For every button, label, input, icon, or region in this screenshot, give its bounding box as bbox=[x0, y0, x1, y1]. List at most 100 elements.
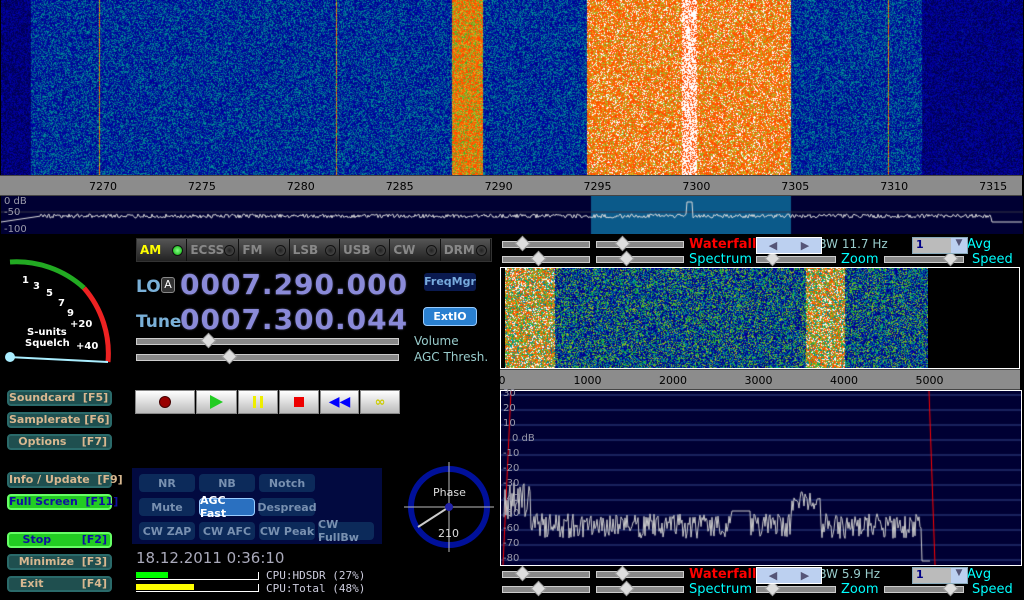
chevron-right-icon[interactable]: ▶ bbox=[800, 569, 810, 582]
mode-button-ecss[interactable]: ECSS bbox=[187, 239, 240, 261]
play-button[interactable] bbox=[196, 390, 237, 414]
stop-button[interactable] bbox=[279, 390, 319, 414]
audio-waterfall[interactable] bbox=[505, 268, 928, 368]
waterfall-level-slider[interactable] bbox=[502, 565, 590, 582]
mode-button-drm[interactable]: DRM bbox=[441, 239, 492, 261]
speed-slider[interactable] bbox=[884, 580, 964, 597]
side-button-0[interactable]: Soundcard [F5] bbox=[7, 390, 112, 406]
s-meter bbox=[5, 259, 111, 363]
mode-label: CW bbox=[393, 243, 416, 257]
spectrum-range-slider[interactable] bbox=[596, 580, 684, 597]
waterfall-label: Waterfall bbox=[689, 237, 757, 252]
spectrum-level-slider[interactable] bbox=[502, 250, 590, 267]
zoom-slider[interactable] bbox=[756, 250, 836, 267]
avg-select-value: 1 bbox=[916, 238, 924, 251]
audio-db-label: -30 bbox=[503, 478, 520, 489]
side-button-5[interactable]: Stop [F2] bbox=[7, 532, 112, 548]
rewind-button[interactable]: ◀◀ bbox=[320, 390, 359, 414]
smeter-label: 5 bbox=[46, 288, 53, 299]
main-frequency-scale[interactable]: 7270 7275 7280 7285 7290 7295 7300 7305 7310 7315 bbox=[0, 175, 1022, 196]
side-button-3[interactable]: Info / Update [F9] bbox=[7, 472, 123, 488]
volume-slider[interactable] bbox=[136, 332, 399, 349]
lo-lock-badge[interactable]: A bbox=[161, 277, 175, 293]
frequency-tick: 7300 bbox=[682, 180, 711, 193]
chevron-down-icon: ▼ bbox=[951, 238, 967, 253]
mode-label: FM bbox=[242, 243, 263, 257]
main-db-100: -100 bbox=[4, 224, 27, 235]
dsp-button-nb[interactable]: NB bbox=[199, 474, 255, 492]
spectrum-level-slider[interactable] bbox=[502, 580, 590, 597]
waterfall-level-slider[interactable] bbox=[502, 235, 590, 252]
side-button-4[interactable]: Full Screen [F11] bbox=[7, 494, 119, 510]
audio-frequency-scale[interactable]: 0 1000 2000 3000 4000 5000 bbox=[499, 369, 1020, 390]
dsp-button-cw-peak[interactable]: CW Peak bbox=[259, 522, 315, 540]
rbw-stepper[interactable]: ◀ ▶ bbox=[756, 237, 822, 254]
chevron-left-icon[interactable]: ◀ bbox=[768, 239, 778, 252]
spectrum-range-slider[interactable] bbox=[596, 250, 684, 267]
dsp-button-notch[interactable]: Notch bbox=[259, 474, 315, 492]
audio-spectrum[interactable] bbox=[500, 390, 1022, 566]
dsp-button-cw-fullbw[interactable]: CW FullBw bbox=[318, 518, 374, 544]
rbw-stepper[interactable]: ◀ ▶ bbox=[756, 567, 822, 584]
main-waterfall[interactable] bbox=[1, 0, 1023, 175]
zoom-label: Zoom bbox=[841, 252, 879, 267]
tune-frequency-display[interactable]: 0007.300.044 bbox=[180, 303, 409, 336]
mode-label: USB bbox=[343, 243, 371, 257]
avg-select-value: 1 bbox=[916, 568, 924, 581]
mode-button-usb[interactable]: USB bbox=[340, 239, 391, 261]
lo-frequency-display[interactable]: 0007.290.000 bbox=[180, 268, 409, 301]
audio-db-label: -50 bbox=[503, 508, 520, 519]
chevron-right-icon[interactable]: ▶ bbox=[800, 239, 810, 252]
audio-db-label: -20 bbox=[503, 463, 520, 474]
avg-label: Avg bbox=[967, 237, 992, 252]
side-button-6[interactable]: Minimize [F3] bbox=[7, 554, 112, 570]
dsp-button-mute[interactable]: Mute bbox=[139, 498, 195, 516]
audio-frequency-tick: 5000 bbox=[915, 374, 944, 387]
speed-slider[interactable] bbox=[884, 250, 964, 267]
avg-select[interactable]: 1 ▼ bbox=[912, 237, 968, 254]
chevron-left-icon[interactable]: ◀ bbox=[768, 569, 778, 582]
side-button-7[interactable]: Exit [F4] bbox=[7, 576, 112, 592]
audio-db-label: -40 bbox=[503, 493, 520, 504]
main-db-0: 0 dB bbox=[4, 196, 27, 207]
smeter-squelch-label: Squelch bbox=[25, 338, 70, 349]
record-button[interactable] bbox=[135, 390, 195, 414]
dsp-button-cw-zap[interactable]: CW ZAP bbox=[139, 522, 195, 540]
audio-db-label: 30 bbox=[503, 388, 516, 399]
lo-label: LO bbox=[136, 277, 161, 297]
smeter-s-units-label: S-units bbox=[27, 327, 67, 338]
avg-select[interactable]: 1 ▼ bbox=[912, 567, 968, 584]
loop-button[interactable]: ∞ bbox=[360, 390, 400, 414]
stop-icon bbox=[294, 397, 304, 407]
mode-led-icon bbox=[476, 244, 488, 256]
mode-button-fm[interactable]: FM bbox=[239, 239, 290, 261]
dsp-button-nr[interactable]: NR bbox=[139, 474, 195, 492]
cpu-total-bar bbox=[136, 584, 259, 592]
extio-button[interactable]: ExtIO bbox=[423, 307, 477, 326]
zoom-slider[interactable] bbox=[756, 580, 836, 597]
main-spectrum[interactable] bbox=[1, 196, 1023, 234]
waterfall-range-slider[interactable] bbox=[596, 565, 684, 582]
pause-button[interactable] bbox=[238, 390, 278, 414]
mode-led-icon bbox=[375, 244, 387, 256]
dsp-panel: NR NB Notch Mute AGC Fast Despread CW ZAP CW AF… bbox=[132, 468, 382, 544]
agc-threshold-label: AGC Thresh. bbox=[414, 350, 489, 364]
mode-bar: AM ECSS FM LSB USB CW DRM bbox=[136, 238, 492, 262]
mode-led-icon bbox=[224, 244, 236, 256]
smeter-label: 1 bbox=[22, 275, 29, 286]
dsp-button-cw-afc[interactable]: CW AFC bbox=[199, 522, 255, 540]
mode-button-am[interactable]: AM bbox=[137, 239, 188, 261]
mode-button-lsb[interactable]: LSB bbox=[290, 239, 341, 261]
agc-threshold-slider[interactable] bbox=[136, 348, 399, 365]
mode-button-cw[interactable]: CW bbox=[390, 239, 441, 261]
audio-frequency-tick: 4000 bbox=[830, 374, 858, 387]
rewind-icon: ◀◀ bbox=[328, 394, 351, 410]
freqmgr-button[interactable]: FreqMgr bbox=[424, 273, 476, 291]
waterfall-range-slider[interactable] bbox=[596, 235, 684, 252]
dsp-button-agc-fast[interactable]: AGC Fast bbox=[199, 494, 255, 520]
dsp-button-despread[interactable]: Despread bbox=[257, 498, 317, 516]
squelch-handle bbox=[5, 352, 15, 362]
side-button-2[interactable]: Options [F7] bbox=[7, 434, 112, 450]
side-button-1[interactable]: Samplerate [F6] bbox=[7, 412, 112, 428]
frequency-tick: 7310 bbox=[880, 180, 909, 193]
